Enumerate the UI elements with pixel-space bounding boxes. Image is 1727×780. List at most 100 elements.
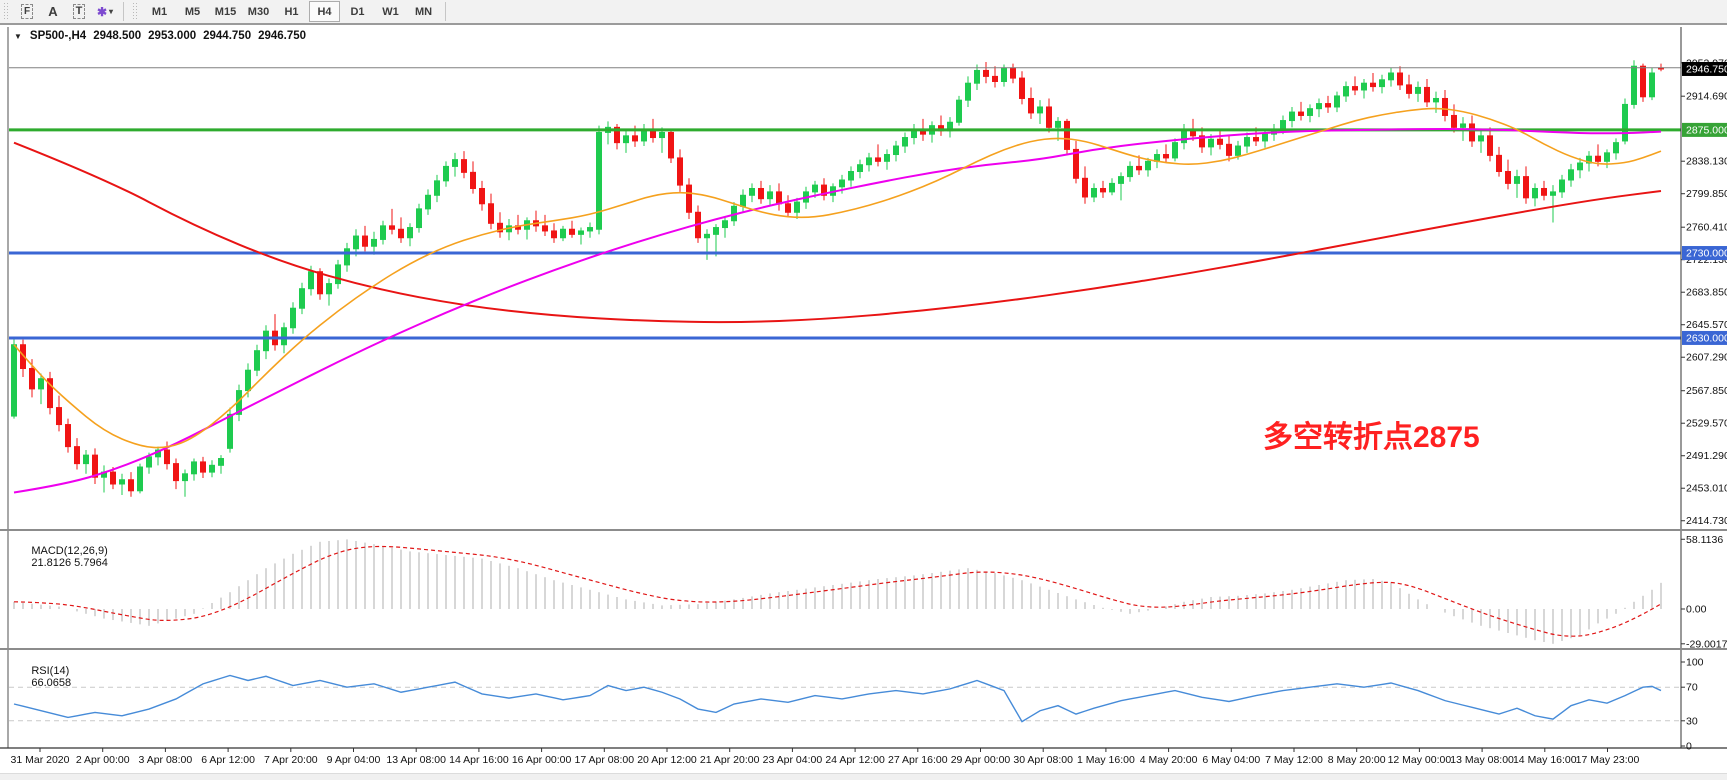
svg-text:58.1136: 58.1136 (1686, 534, 1723, 546)
svg-text:0: 0 (1686, 741, 1692, 753)
svg-text:9 Apr 04:00: 9 Apr 04:00 (327, 754, 381, 766)
svg-text:31 Mar 2020: 31 Mar 2020 (11, 754, 70, 766)
svg-text:4 May 20:00: 4 May 20:00 (1140, 754, 1198, 766)
svg-text:2838.130: 2838.130 (1686, 156, 1727, 168)
svg-text:6 May 04:00: 6 May 04:00 (1202, 754, 1260, 766)
timeframe-button-m15[interactable]: M15 (214, 5, 237, 18)
panel-borders (0, 27, 1727, 749)
timeframe-button-m1[interactable]: M1 (151, 5, 168, 18)
svg-text:2491.290: 2491.290 (1686, 450, 1727, 462)
toolbar-grip[interactable] (3, 3, 10, 20)
svg-text:24 Apr 12:00: 24 Apr 12:00 (825, 754, 885, 766)
svg-text:21 Apr 20:00: 21 Apr 20:00 (700, 754, 760, 766)
svg-text:2630.000: 2630.000 (1686, 332, 1727, 344)
macd-name: MACD(12,26,9) (31, 545, 108, 557)
price-badge-2875.000 (1682, 122, 1727, 137)
label-tool-button[interactable]: T (67, 1, 91, 22)
svg-text:2414.730: 2414.730 (1686, 515, 1727, 527)
price-axis[interactable]: 2953.9702914.6902838.1302799.8502760.410… (1681, 57, 1727, 753)
one-click-expand-icon[interactable]: ▼ (14, 31, 22, 41)
timeframe-button-m30[interactable]: M30 (247, 5, 270, 18)
toolbar-separator (123, 2, 124, 21)
timeframe-button-m5[interactable]: M5 (184, 5, 201, 18)
svg-text:-29.0017: -29.0017 (1686, 638, 1727, 650)
low-value: 2944.750 (203, 30, 252, 42)
ma-fast-orange (13, 107, 1662, 449)
svg-text:3 Apr 08:00: 3 Apr 08:00 (139, 754, 193, 766)
svg-text:2567.850: 2567.850 (1686, 385, 1727, 397)
label-tool-icon: T (72, 4, 86, 19)
toolbar: F A T ✱ ▾ M1 M5 M15 M30 H1 H4 D1 W1 MN (0, 0, 1727, 25)
shapes-tool-button[interactable]: ✱ ▾ (93, 1, 117, 22)
timeframe-button-mn[interactable]: MN (414, 5, 433, 18)
chevron-down-icon: ▾ (109, 7, 114, 16)
svg-text:27 Apr 16:00: 27 Apr 16:00 (888, 754, 948, 766)
svg-text:70: 70 (1686, 682, 1698, 694)
svg-text:2946.750: 2946.750 (1686, 63, 1727, 75)
fibonacci-tool-button[interactable]: F (15, 1, 39, 22)
svg-text:8 May 20:00: 8 May 20:00 (1328, 754, 1386, 766)
svg-text:1 May 16:00: 1 May 16:00 (1077, 754, 1135, 766)
svg-text:7 Apr 20:00: 7 Apr 20:00 (264, 754, 318, 766)
svg-text:14 May 16:00: 14 May 16:00 (1513, 754, 1577, 766)
rsi-panel (9, 674, 1681, 723)
macd-values: 21.8126 5.7964 (31, 557, 108, 569)
svg-text:12 May 00:00: 12 May 00:00 (1388, 754, 1452, 766)
chart-window: 2953.9702914.6902838.1302799.8502760.410… (0, 27, 1727, 773)
symbol-period-label: SP500-,H4 (29, 30, 87, 42)
svg-text:2 Apr 00:00: 2 Apr 00:00 (76, 754, 130, 766)
close-value: 2946.750 (258, 30, 307, 42)
svg-text:2453.010: 2453.010 (1686, 483, 1727, 495)
svg-text:2645.570: 2645.570 (1686, 319, 1727, 331)
ma-mid-magenta (13, 128, 1662, 494)
timeframe-button-h1[interactable]: H1 (284, 5, 299, 18)
svg-text:2683.850: 2683.850 (1686, 287, 1727, 299)
svg-text:30: 30 (1686, 715, 1698, 727)
chart-canvas[interactable]: 2953.9702914.6902838.1302799.8502760.410… (0, 27, 1727, 773)
svg-text:17 Apr 08:00: 17 Apr 08:00 (575, 754, 635, 766)
svg-text:2607.290: 2607.290 (1686, 352, 1727, 364)
timeframe-button-w1[interactable]: W1 (382, 5, 399, 18)
svg-text:29 Apr 00:00: 29 Apr 00:00 (951, 754, 1011, 766)
macd-indicator-label: MACD(12,26,9) 21.8126 5.7964 (13, 533, 108, 581)
rsi-indicator-label: RSI(14) 66.0658 (13, 653, 71, 701)
chart-header: ▼ SP500-,H4 2948.500 2953.000 2944.750 2… (14, 30, 306, 42)
text-tool-icon: A (48, 4, 58, 19)
svg-text:2875.000: 2875.000 (1686, 124, 1727, 136)
rsi-value: 66.0658 (31, 677, 72, 689)
svg-text:2529.570: 2529.570 (1686, 418, 1727, 430)
macd-panel (13, 539, 1662, 644)
svg-text:2760.410: 2760.410 (1686, 222, 1727, 234)
chart-text-annotation: 多空转折点2875 (1263, 421, 1480, 454)
timeframe-bar: M1 M5 M15 M30 H1 H4 D1 W1 MN (143, 1, 440, 22)
text-tool-button[interactable]: A (41, 1, 65, 22)
svg-text:2730.000: 2730.000 (1686, 248, 1727, 260)
timeframe-button-d1[interactable]: D1 (350, 5, 365, 18)
time-axis[interactable]: 31 Mar 2020 2 Apr 00:00 3 Apr 08:00 6 Apr 1… (11, 748, 1640, 766)
rsi-name: RSI(14) (31, 665, 70, 677)
svg-text:7 May 12:00: 7 May 12:00 (1265, 754, 1323, 766)
timeframe-toolbar-grip[interactable] (132, 3, 139, 20)
price-badge-2946.750 (1682, 61, 1727, 76)
svg-text:30 Apr 08:00: 30 Apr 08:00 (1013, 754, 1073, 766)
svg-text:2914.690: 2914.690 (1686, 91, 1727, 103)
price-badge-2630.000 (1682, 330, 1727, 345)
svg-text:17 May 23:00: 17 May 23:00 (1576, 754, 1640, 766)
high-value: 2953.000 (148, 30, 197, 42)
svg-text:13 May 08:00: 13 May 08:00 (1450, 754, 1514, 766)
toolbar-separator-2 (445, 2, 446, 21)
svg-text:100: 100 (1686, 657, 1704, 669)
svg-text:13 Apr 08:00: 13 Apr 08:00 (386, 754, 446, 766)
open-value: 2948.500 (93, 30, 142, 42)
svg-text:2799.850: 2799.850 (1686, 188, 1727, 200)
timeframe-button-h4[interactable]: H4 (309, 1, 340, 22)
svg-text:14 Apr 16:00: 14 Apr 16:00 (449, 754, 509, 766)
shapes-tool-icon: ✱ (96, 4, 108, 19)
ma-long-red (13, 141, 1662, 324)
price-badge-2730.000 (1682, 246, 1727, 261)
svg-text:16 Apr 00:00: 16 Apr 00:00 (512, 754, 572, 766)
window-bottom-strip (0, 773, 1727, 780)
svg-text:0.00: 0.00 (1686, 604, 1707, 616)
fibonacci-tool-icon: F (20, 4, 34, 19)
